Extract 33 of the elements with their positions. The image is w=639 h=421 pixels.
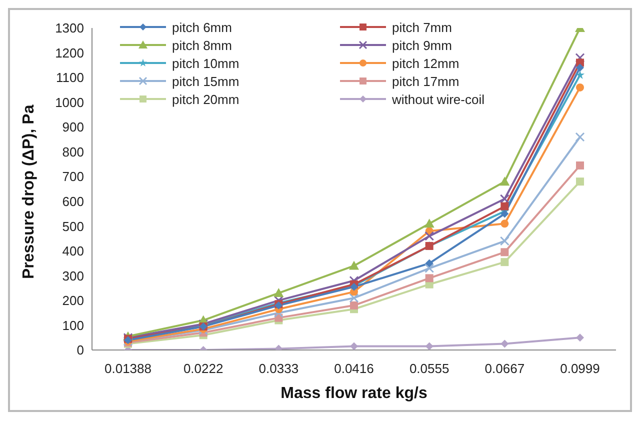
- legend-label: without wire-coil: [392, 92, 484, 106]
- legend-label: pitch 6mm: [172, 20, 232, 34]
- x-tick-label: 0.01388: [104, 361, 152, 376]
- y-axis-title: Pressure drop (ΔP), Pa: [20, 104, 38, 279]
- legend-label: pitch 17mm: [392, 74, 460, 88]
- y-tick-label: 600: [62, 194, 84, 209]
- y-tick-label: 800: [62, 144, 84, 160]
- legend-label: pitch 8mm: [172, 38, 232, 52]
- y-tick-label: 400: [62, 244, 84, 259]
- legend-label: pitch 7mm: [392, 20, 452, 34]
- legend-label: pitch 9mm: [392, 38, 452, 52]
- y-tick-label: 700: [62, 169, 84, 184]
- y-tick-label: 900: [62, 120, 84, 135]
- legend-label: pitch 15mm: [172, 74, 240, 88]
- y-tick-label: 500: [62, 218, 84, 234]
- y-tick-label: 1300: [55, 20, 84, 36]
- y-tick-label: 200: [62, 293, 84, 308]
- x-axis-title: Mass flow rate kg/s: [280, 385, 428, 402]
- x-tick-label: 0.0667: [484, 361, 525, 376]
- legend-label: pitch 12mm: [392, 56, 460, 70]
- y-tick-label: 300: [62, 268, 84, 284]
- x-tick-label: 0.0555: [409, 361, 450, 376]
- x-tick-label: 0.0416: [334, 361, 374, 376]
- x-tick-label: 0.0333: [258, 361, 299, 376]
- y-tick-label: 0: [76, 342, 84, 358]
- y-tick-label: 1100: [56, 70, 84, 86]
- y-tick-label: 1200: [55, 45, 84, 60]
- legend-label: pitch 20mm: [172, 92, 240, 106]
- x-tick-label: 0.0222: [183, 361, 224, 376]
- legend-label: pitch 10mm: [172, 56, 240, 70]
- y-tick-label: 1000: [55, 94, 84, 110]
- y-tick-label: 100: [62, 318, 84, 333]
- x-tick-label: 0.0999: [560, 361, 600, 376]
